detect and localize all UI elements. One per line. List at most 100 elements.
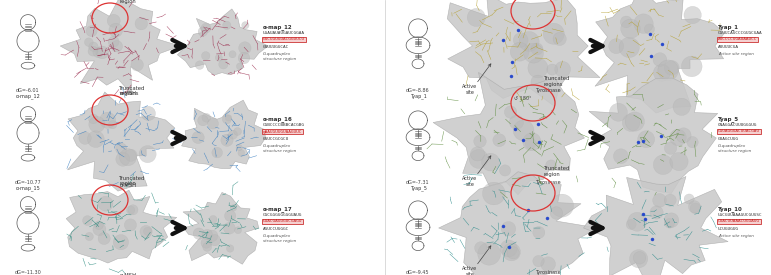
Circle shape xyxy=(131,59,143,71)
Text: UGCGUUAAAGUCGUGSC: UGCGUUAAAGUCGUGSC xyxy=(718,213,763,217)
Circle shape xyxy=(82,216,93,225)
Circle shape xyxy=(141,106,156,121)
Circle shape xyxy=(510,115,524,129)
Text: AUUUUCGA: AUUUUCGA xyxy=(718,45,739,48)
Text: Active site region: Active site region xyxy=(718,52,754,56)
Circle shape xyxy=(550,207,563,219)
Text: Truncated
region: Truncated region xyxy=(119,176,146,186)
Text: Tyap_5: Tyap_5 xyxy=(409,185,426,191)
Circle shape xyxy=(236,144,242,151)
Circle shape xyxy=(239,42,251,54)
Circle shape xyxy=(79,132,91,144)
Polygon shape xyxy=(584,177,728,275)
Circle shape xyxy=(125,149,137,161)
Circle shape xyxy=(500,240,517,257)
Circle shape xyxy=(89,114,98,124)
Circle shape xyxy=(107,14,120,27)
Circle shape xyxy=(504,106,517,118)
Text: AUCCCCGGAUAAUCC: AUCCCCGGAUAAUCC xyxy=(718,37,757,42)
Polygon shape xyxy=(595,0,725,113)
Polygon shape xyxy=(60,0,180,95)
Circle shape xyxy=(665,218,675,228)
Circle shape xyxy=(633,252,646,264)
Text: G-quadruplex
structure region: G-quadruplex structure region xyxy=(718,144,751,153)
Circle shape xyxy=(634,14,653,33)
Circle shape xyxy=(531,75,544,89)
Circle shape xyxy=(501,222,516,236)
Polygon shape xyxy=(177,9,268,75)
Text: AGUCCUGGGC: AGUCCUGGGC xyxy=(263,227,289,230)
Circle shape xyxy=(227,245,234,252)
Circle shape xyxy=(523,133,541,151)
Circle shape xyxy=(193,228,204,240)
Circle shape xyxy=(207,230,218,242)
Polygon shape xyxy=(447,0,600,106)
Text: Truncated
regions: Truncated regions xyxy=(544,76,571,87)
Circle shape xyxy=(113,235,129,250)
Text: Tyap_5: Tyap_5 xyxy=(718,116,739,122)
Circle shape xyxy=(507,247,520,259)
Text: Tyrosinase: Tyrosinase xyxy=(535,270,561,275)
Circle shape xyxy=(89,116,105,132)
Circle shape xyxy=(673,98,690,116)
Circle shape xyxy=(622,114,640,131)
Polygon shape xyxy=(183,192,259,264)
Circle shape xyxy=(221,134,233,146)
Circle shape xyxy=(128,205,138,215)
Circle shape xyxy=(215,54,222,61)
Circle shape xyxy=(229,51,236,58)
Circle shape xyxy=(626,219,636,229)
Text: α-map_12: α-map_12 xyxy=(15,93,40,99)
Text: G-quadruplex
structure region: G-quadruplex structure region xyxy=(263,52,296,60)
Circle shape xyxy=(525,138,536,149)
Circle shape xyxy=(219,60,228,69)
Circle shape xyxy=(482,153,500,171)
Text: Active
site: Active site xyxy=(463,266,477,275)
Circle shape xyxy=(207,118,218,129)
Circle shape xyxy=(201,52,210,60)
Circle shape xyxy=(139,145,157,163)
Circle shape xyxy=(225,115,232,121)
Circle shape xyxy=(192,131,204,144)
Circle shape xyxy=(540,257,555,271)
Circle shape xyxy=(665,194,676,206)
Text: α-map_17: α-map_17 xyxy=(263,206,293,212)
Text: Active
site: Active site xyxy=(463,84,477,95)
Circle shape xyxy=(653,64,671,81)
Circle shape xyxy=(88,46,98,56)
Circle shape xyxy=(533,226,545,238)
Circle shape xyxy=(85,38,93,46)
Circle shape xyxy=(483,182,505,205)
Circle shape xyxy=(609,103,628,121)
Circle shape xyxy=(198,27,207,36)
Circle shape xyxy=(533,255,544,267)
Circle shape xyxy=(238,52,250,64)
Circle shape xyxy=(653,53,667,67)
Circle shape xyxy=(470,147,485,161)
Circle shape xyxy=(93,223,106,236)
Text: G-quadruplex
structure region: G-quadruplex structure region xyxy=(263,144,296,153)
Circle shape xyxy=(625,112,645,131)
Circle shape xyxy=(197,115,208,126)
Text: UCUGUGUG: UCUGUGUG xyxy=(718,227,739,230)
Circle shape xyxy=(201,237,212,248)
Text: GGCUGUGUACGGUUCU: GGCUGUGUACGGUUCU xyxy=(263,37,305,42)
Circle shape xyxy=(619,37,639,57)
Circle shape xyxy=(89,42,98,51)
Circle shape xyxy=(135,17,147,30)
Circle shape xyxy=(98,232,110,244)
Polygon shape xyxy=(181,100,265,169)
Circle shape xyxy=(550,194,574,217)
Circle shape xyxy=(628,212,647,231)
Circle shape xyxy=(689,201,701,213)
Text: CGUUCAGCCCGUGCGAA: CGUUCAGCCCGUGCGAA xyxy=(718,31,763,35)
Circle shape xyxy=(234,128,241,135)
Circle shape xyxy=(111,41,123,52)
Circle shape xyxy=(524,43,544,63)
Polygon shape xyxy=(66,190,177,263)
Circle shape xyxy=(650,206,663,219)
Text: dG=-7.31: dG=-7.31 xyxy=(406,180,429,185)
Text: CNAGGACUUUGGGUG: CNAGGACUUUGGGUG xyxy=(718,123,757,127)
Circle shape xyxy=(93,47,103,58)
Circle shape xyxy=(553,32,566,46)
